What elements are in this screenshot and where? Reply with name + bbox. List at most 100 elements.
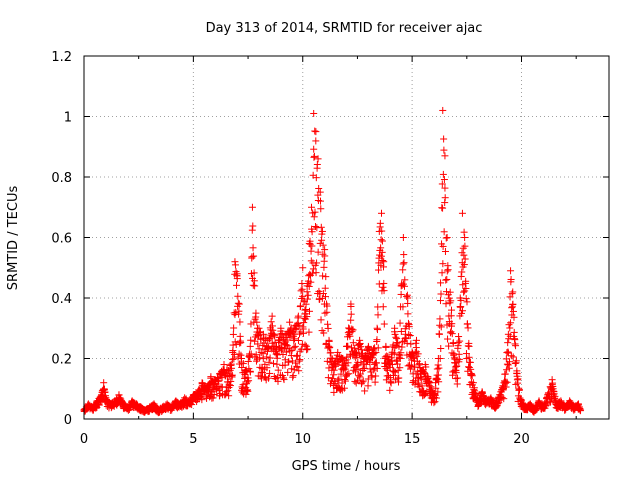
data-point [100, 379, 108, 387]
data-point [235, 307, 243, 315]
data-point [504, 361, 512, 369]
data-point [248, 253, 256, 261]
data-point [299, 292, 307, 300]
data-point [378, 209, 385, 217]
data-point [249, 222, 257, 230]
data-point [330, 366, 338, 374]
data-point [355, 372, 363, 380]
data-point [444, 266, 452, 274]
data-point [425, 379, 433, 387]
data-point [447, 328, 455, 336]
data-point [319, 272, 327, 280]
data-point [351, 344, 359, 352]
x-tick-label: 0 [80, 432, 88, 447]
data-point [250, 277, 258, 285]
y-tick-label: 0.8 [51, 171, 72, 186]
data-point [312, 137, 320, 145]
data-point [330, 388, 338, 396]
data-point [456, 337, 464, 345]
data-point [437, 290, 445, 298]
data-point [327, 358, 335, 366]
data-point [434, 388, 442, 396]
data-point [441, 199, 449, 207]
data-point [507, 319, 515, 327]
data-point [249, 244, 257, 252]
data-point [446, 288, 454, 296]
data-point [378, 227, 386, 235]
data-point [319, 241, 327, 249]
data-point [418, 382, 426, 390]
data-point [317, 316, 325, 324]
data-point [232, 341, 240, 349]
data-point [247, 320, 255, 328]
data-point [504, 348, 512, 356]
data-point [433, 365, 441, 373]
data-point [374, 311, 382, 319]
data-point [551, 392, 559, 400]
data-point [410, 354, 418, 362]
data-point [431, 398, 439, 406]
data-point [252, 351, 260, 359]
data-point [360, 364, 368, 372]
data-point [304, 345, 312, 353]
data-point [435, 378, 443, 386]
data-point [265, 358, 273, 366]
data-point [295, 367, 303, 375]
data-point [312, 128, 320, 136]
data-point [347, 302, 355, 310]
data-point [442, 234, 450, 242]
data-point [457, 296, 465, 304]
data-point [243, 386, 251, 394]
data-point [435, 364, 443, 372]
data-point [458, 209, 466, 217]
data-point [505, 364, 513, 372]
data-point [306, 240, 314, 248]
data-point [354, 365, 362, 373]
data-point [314, 155, 322, 163]
data-point [461, 242, 469, 250]
data-points [80, 106, 585, 417]
data-point [400, 251, 408, 259]
data-point [407, 365, 415, 373]
data-point [380, 320, 388, 328]
data-point [461, 234, 469, 241]
data-point [250, 318, 258, 326]
data-point [259, 355, 267, 363]
data-point [507, 267, 515, 275]
data-point [322, 273, 330, 281]
data-point [227, 377, 235, 385]
data-point [280, 374, 287, 382]
data-point [462, 295, 470, 303]
data-point [448, 320, 456, 328]
data-point [324, 374, 332, 382]
data-point [546, 398, 554, 406]
data-point [444, 335, 452, 343]
data-point [436, 355, 444, 363]
data-point [310, 153, 318, 161]
data-point [311, 127, 319, 135]
data-point [228, 364, 236, 372]
data-point [435, 330, 443, 338]
data-point [447, 312, 455, 320]
data-point [397, 290, 405, 298]
data-point [459, 307, 467, 315]
data-point [462, 277, 470, 285]
data-point [330, 371, 338, 379]
data-point [356, 339, 364, 347]
data-point [373, 326, 381, 334]
data-point [310, 152, 318, 160]
data-point [439, 260, 447, 268]
data-point [303, 346, 311, 354]
data-point [323, 302, 331, 310]
data-point [334, 376, 342, 384]
data-point [437, 279, 445, 287]
data-point [375, 266, 383, 274]
data-point [257, 374, 265, 382]
data-point [209, 394, 217, 402]
data-point [371, 378, 379, 386]
data-point [255, 329, 263, 337]
data-point [198, 396, 206, 404]
data-point [450, 350, 458, 358]
data-point [372, 349, 380, 357]
